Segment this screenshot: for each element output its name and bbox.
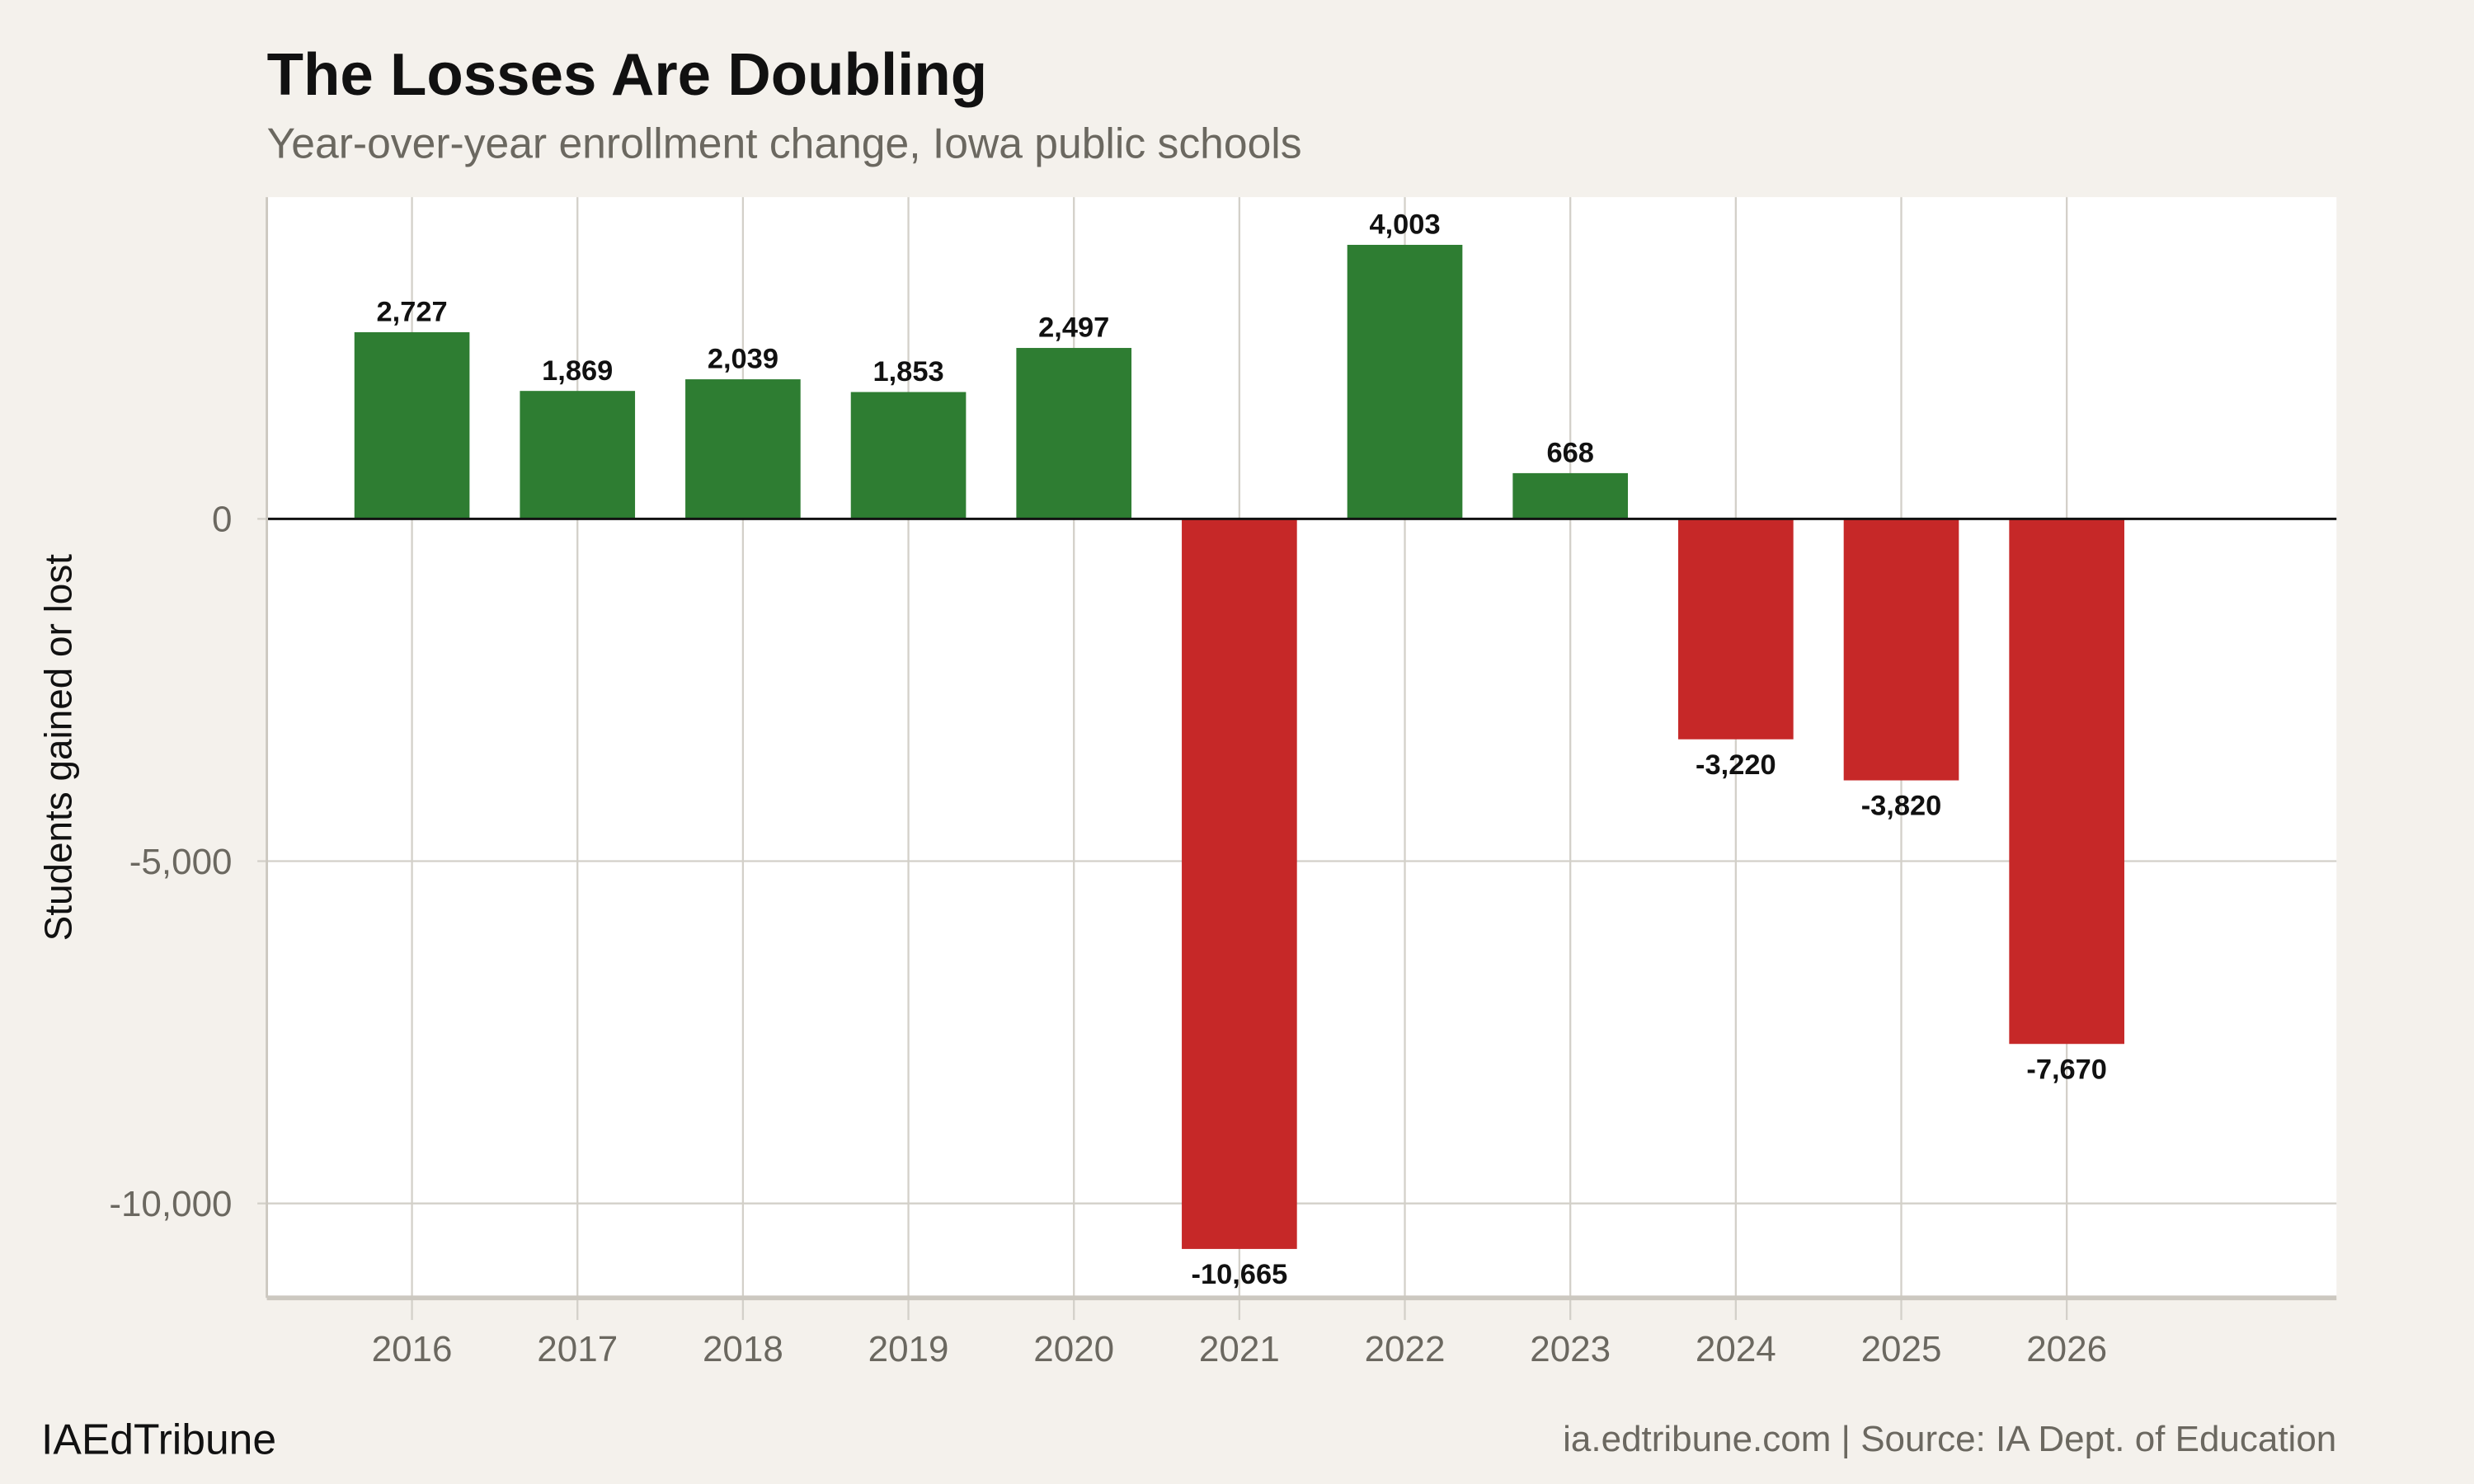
source-note: ia.edtribune.com | Source: IA Dept. of E… [1563, 1419, 2336, 1459]
bar-2017 [520, 391, 636, 519]
x-tick-label: 2025 [1861, 1329, 1942, 1369]
bar-2025 [1843, 519, 1959, 781]
y-tick-label: -5,000 [129, 842, 233, 882]
data-label-2024: -3,220 [1696, 749, 1776, 781]
data-label-2023: 668 [1546, 438, 1593, 469]
data-label-2021: -10,665 [1191, 1259, 1287, 1290]
y-tick-label: -10,000 [109, 1184, 232, 1224]
bar-2022 [1347, 244, 1463, 519]
x-tick-label: 2026 [2026, 1329, 2107, 1369]
x-tick-label: 2021 [1199, 1329, 1280, 1369]
data-label-2022: 4,003 [1369, 209, 1440, 241]
plot-panel [266, 197, 2337, 1298]
x-tick-label: 2020 [1033, 1329, 1114, 1369]
data-label-2018: 2,039 [708, 344, 778, 375]
bar-2018 [685, 379, 801, 519]
bar-2023 [1512, 472, 1629, 519]
chart-subtitle: Year-over-year enrollment change, Iowa p… [267, 119, 1302, 167]
x-tick-label: 2024 [1696, 1329, 1776, 1369]
data-label-2025: -3,820 [1861, 791, 1942, 822]
data-label-2016: 2,727 [377, 297, 448, 328]
bar-2019 [850, 392, 967, 519]
bars [266, 244, 2337, 1249]
bar-2026 [2009, 519, 2124, 1045]
chart-title: The Losses Are Doubling [267, 41, 988, 108]
x-tick-label: 2023 [1530, 1329, 1611, 1369]
data-label-2020: 2,497 [1038, 312, 1109, 344]
bar-2020 [1016, 348, 1132, 519]
x-tick-label: 2016 [372, 1329, 453, 1369]
y-axis: 0 -5,000 -10,000 [109, 197, 269, 1298]
x-tick-label: 2017 [537, 1329, 618, 1369]
x-tick-label: 2018 [703, 1329, 783, 1369]
data-label-2019: 1,853 [872, 356, 943, 387]
data-label-2026: -7,670 [2026, 1054, 2107, 1085]
brand-logo-text: IAEdTribune [41, 1416, 276, 1463]
bar-2021 [1182, 519, 1297, 1249]
y-axis-label: Students gained or lost [36, 554, 79, 942]
bar-2016 [354, 331, 470, 519]
bar-2024 [1678, 519, 1794, 740]
x-tick-label: 2019 [868, 1329, 949, 1369]
data-label-2017: 1,869 [542, 355, 613, 387]
x-tick-label: 2022 [1365, 1329, 1446, 1369]
x-axis: 2016 2017 2018 2019 2020 2021 2022 2023 2024 2025… [266, 1295, 2337, 1369]
y-tick-label: 0 [212, 500, 232, 540]
data-labels: 2,727 1,869 2,039 1,853 2,497 -10,665 4,003 668… [377, 209, 2107, 1290]
